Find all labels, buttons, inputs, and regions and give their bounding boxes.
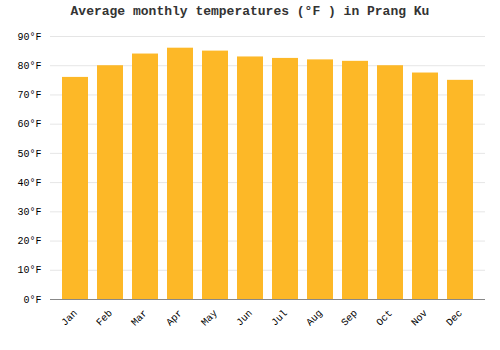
- svg-text:Dec: Dec: [444, 308, 465, 329]
- svg-text:Jul: Jul: [269, 308, 290, 329]
- svg-text:Sep: Sep: [339, 308, 360, 329]
- svg-text:Feb: Feb: [94, 308, 115, 329]
- svg-text:90°F: 90°F: [17, 32, 41, 43]
- svg-text:Jan: Jan: [59, 308, 80, 329]
- svg-text:Mar: Mar: [129, 308, 150, 329]
- svg-text:50°F: 50°F: [17, 149, 41, 160]
- svg-text:30°F: 30°F: [17, 207, 41, 218]
- svg-text:10°F: 10°F: [17, 265, 41, 276]
- svg-text:80°F: 80°F: [17, 61, 41, 72]
- svg-text:Aug: Aug: [304, 308, 325, 329]
- svg-text:70°F: 70°F: [17, 90, 41, 101]
- svg-text:Jun: Jun: [234, 308, 255, 329]
- svg-text:Nov: Nov: [409, 308, 430, 329]
- svg-text:60°F: 60°F: [17, 119, 41, 130]
- html-text:Average monthly temperatures (: Average monthly temperatures (°F ) in Pr…: [70, 4, 430, 19]
- svg-text:Oct: Oct: [374, 308, 395, 329]
- svg-text:20°F: 20°F: [17, 236, 41, 247]
- svg-text:40°F: 40°F: [17, 178, 41, 189]
- svg-text:Apr: Apr: [164, 308, 185, 329]
- svg-text:May: May: [199, 308, 220, 329]
- svg-text:0°F: 0°F: [23, 295, 41, 306]
